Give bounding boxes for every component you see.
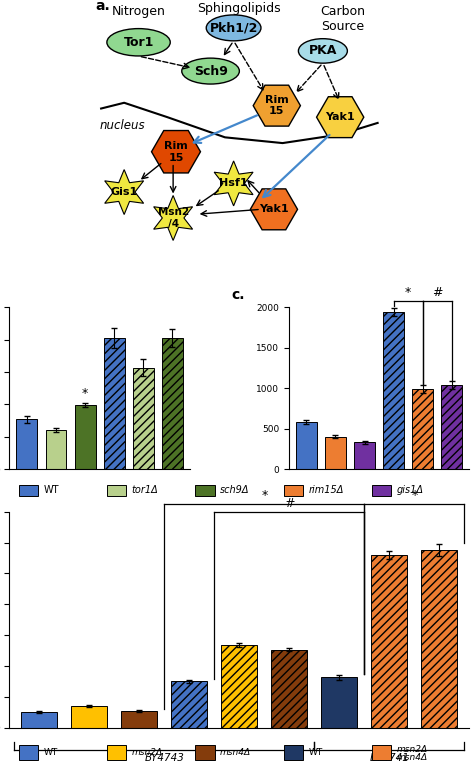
Polygon shape [154, 195, 192, 240]
Bar [354, 442, 375, 469]
Text: Gis1: Gis1 [110, 187, 138, 197]
Bar [296, 422, 317, 469]
Text: BY4743: BY4743 [145, 753, 184, 763]
Polygon shape [105, 170, 144, 215]
Ellipse shape [182, 58, 239, 84]
Text: msn4Δ: msn4Δ [397, 753, 428, 763]
Bar [441, 385, 462, 469]
Text: Pkh1/2: Pkh1/2 [210, 22, 258, 35]
FancyBboxPatch shape [372, 485, 391, 496]
Text: msn2Δ: msn2Δ [132, 748, 163, 757]
Text: WT: WT [309, 748, 323, 757]
Bar [325, 437, 346, 469]
Bar [74, 405, 96, 469]
Text: sch9Δ: sch9Δ [220, 486, 249, 496]
Bar [383, 312, 404, 469]
Text: Sphingolipids: Sphingolipids [198, 2, 281, 15]
Text: c.: c. [231, 288, 245, 302]
Bar [162, 338, 183, 469]
Bar [321, 677, 357, 728]
Ellipse shape [206, 15, 261, 41]
Text: Hsf1: Hsf1 [219, 178, 248, 188]
Bar [21, 713, 57, 728]
Text: *: * [405, 286, 411, 299]
FancyBboxPatch shape [195, 746, 215, 760]
Bar [133, 367, 154, 469]
Bar [421, 550, 457, 728]
FancyBboxPatch shape [195, 485, 215, 496]
Polygon shape [250, 189, 298, 230]
FancyBboxPatch shape [107, 485, 126, 496]
Bar [412, 389, 433, 469]
Text: WT: WT [44, 486, 59, 496]
Text: BY4741: BY4741 [369, 753, 409, 763]
Text: tor1Δ: tor1Δ [132, 486, 158, 496]
FancyBboxPatch shape [283, 746, 303, 760]
Text: Rim
15: Rim 15 [164, 141, 188, 163]
Polygon shape [214, 161, 253, 206]
Bar [17, 419, 37, 469]
Text: #: # [284, 496, 295, 510]
Text: Carbon
Source: Carbon Source [320, 5, 365, 33]
Bar [72, 706, 108, 728]
Polygon shape [152, 130, 201, 173]
FancyBboxPatch shape [18, 485, 38, 496]
FancyBboxPatch shape [372, 746, 391, 760]
Text: a.: a. [95, 0, 110, 13]
Text: *: * [261, 489, 267, 503]
Text: Rim
15: Rim 15 [265, 95, 289, 117]
Polygon shape [317, 96, 364, 137]
Text: PKA: PKA [309, 45, 337, 57]
Ellipse shape [299, 39, 347, 63]
Text: Sch9: Sch9 [194, 65, 228, 77]
Bar [371, 555, 407, 728]
Text: msn2Δ: msn2Δ [397, 745, 428, 753]
Text: msn4Δ: msn4Δ [220, 748, 251, 757]
Text: *: * [82, 387, 88, 400]
Text: nucleus: nucleus [100, 119, 146, 132]
Text: WT: WT [44, 748, 58, 757]
Bar [104, 338, 125, 469]
Bar [271, 649, 307, 728]
Bar [172, 682, 208, 728]
Text: Nitrogen: Nitrogen [111, 5, 165, 18]
Bar [221, 645, 257, 728]
Ellipse shape [107, 29, 170, 56]
Text: Yak1: Yak1 [325, 112, 355, 122]
FancyBboxPatch shape [283, 485, 303, 496]
Text: *: * [411, 489, 418, 503]
Text: Yak1: Yak1 [259, 205, 289, 215]
Text: Msn2
/4: Msn2 /4 [157, 207, 189, 229]
Bar [46, 430, 66, 469]
Text: Tor1: Tor1 [123, 36, 154, 49]
Polygon shape [253, 85, 301, 126]
Text: #: # [432, 286, 443, 299]
Text: rim15Δ: rim15Δ [309, 486, 344, 496]
Text: gis1Δ: gis1Δ [397, 486, 424, 496]
FancyBboxPatch shape [18, 746, 38, 760]
Bar [121, 711, 157, 728]
FancyBboxPatch shape [107, 746, 126, 760]
